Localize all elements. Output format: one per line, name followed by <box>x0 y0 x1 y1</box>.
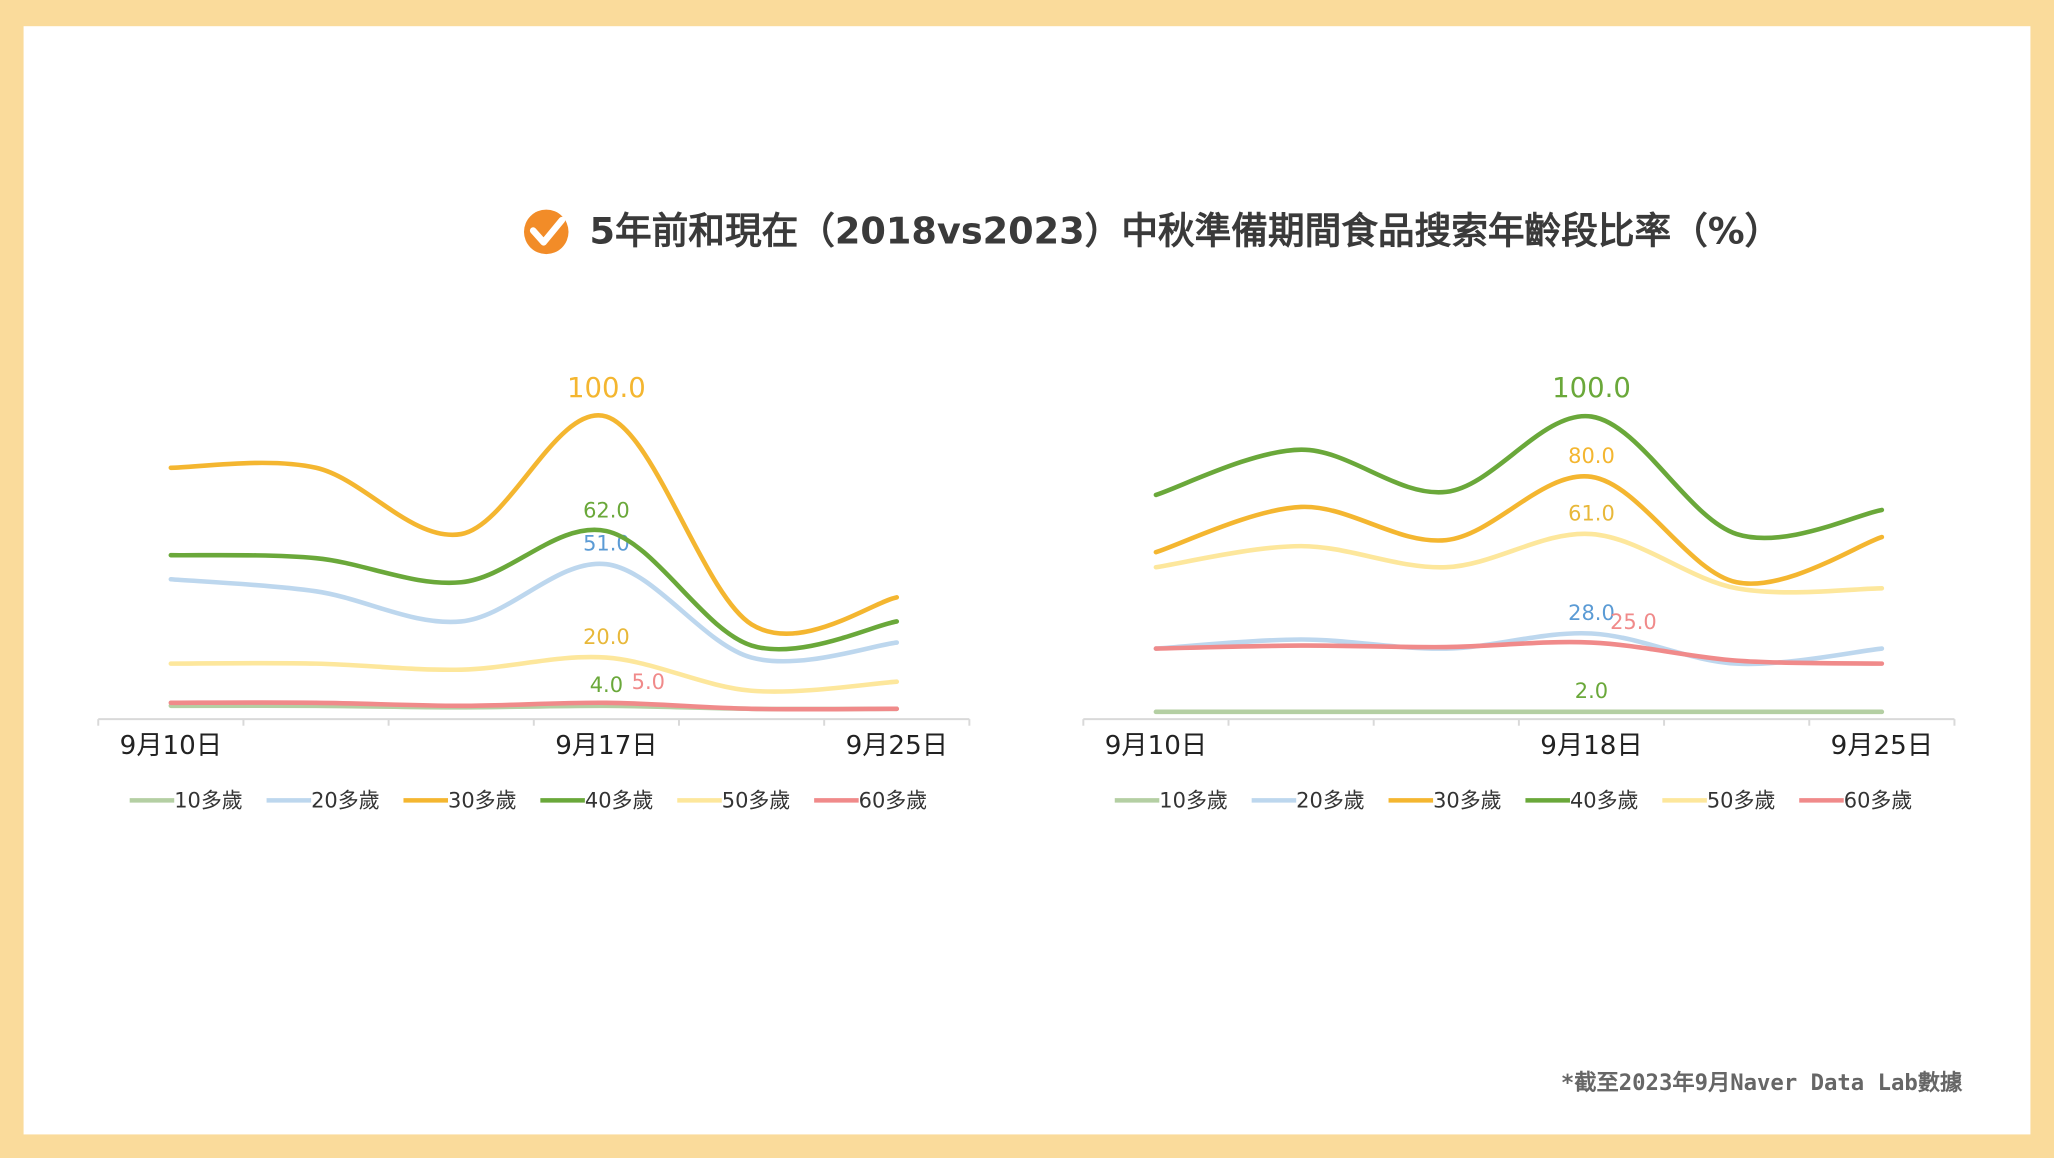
data-label: 80.0 <box>1568 444 1615 468</box>
legend-label: 40多歲 <box>585 789 654 813</box>
legend-label: 40多歲 <box>1570 789 1639 813</box>
data-label: 100.0 <box>1552 372 1631 404</box>
series-line <box>168 527 900 652</box>
title: 5年前和現在（2018vs2023）中秋準備期間食品搜索年齡段比率（%） <box>589 210 1781 253</box>
legend: 10多歲 20多歲 30多歲 40多歲 50多歲 60多歲 <box>1114 789 1913 813</box>
series-line <box>168 700 900 712</box>
legend: 10多歲 20多歲 30多歲 40多歲 50多歲 60多歲 <box>129 789 928 813</box>
x-tick-label: 9月18日 <box>1540 731 1642 761</box>
data-label: 61.0 <box>1568 501 1615 525</box>
legend-label: 30多歲 <box>448 789 517 813</box>
x-tick-label: 9月10日 <box>120 731 222 761</box>
x-tick-label: 9月17日 <box>555 731 657 761</box>
series-line <box>1153 474 1885 586</box>
line-chart: 9月10日 9月18日 9月25日 2.0 28.0 80.0 100.0 61.0 25.0 1… <box>1082 372 1956 813</box>
legend-label: 50多歲 <box>1707 789 1776 813</box>
footnote: *截至2023年9月Naver Data Lab數據 <box>1561 1069 1963 1096</box>
title-icon <box>523 209 569 255</box>
legend-label: 60多歲 <box>1844 789 1913 813</box>
data-label: 2.0 <box>1575 679 1608 703</box>
series-line <box>168 413 900 636</box>
legend-label: 20多歲 <box>311 789 380 813</box>
series-line <box>1153 413 1885 541</box>
canvas <box>23 26 2031 1135</box>
legend-label: 20多歲 <box>1296 789 1365 813</box>
x-tick-label: 9月25日 <box>1831 731 1933 761</box>
legend-label: 60多歲 <box>859 789 928 813</box>
data-label: 20.0 <box>583 625 630 649</box>
data-label: 62.0 <box>583 498 630 522</box>
series-line <box>1153 639 1885 666</box>
line-chart: 9月10日 9月17日 9月25日4.051.0100.062.020.05.010… <box>97 372 971 813</box>
data-label: 25.0 <box>1610 610 1657 634</box>
legend-label: 10多歲 <box>174 789 243 813</box>
x-tick-label: 9月10日 <box>1105 731 1207 761</box>
legend-label: 50多歲 <box>722 789 791 813</box>
series-line <box>168 654 900 694</box>
data-label: 5.0 <box>632 670 665 694</box>
legend-label: 10多歲 <box>1159 789 1228 813</box>
x-tick-label: 9月25日 <box>846 731 948 761</box>
data-label: 100.0 <box>567 372 646 404</box>
series-line <box>168 561 900 664</box>
legend-label: 30多歲 <box>1433 789 1502 813</box>
data-label: 28.0 <box>1568 601 1615 625</box>
data-label: 4.0 <box>590 673 623 697</box>
series-line <box>1153 531 1885 595</box>
